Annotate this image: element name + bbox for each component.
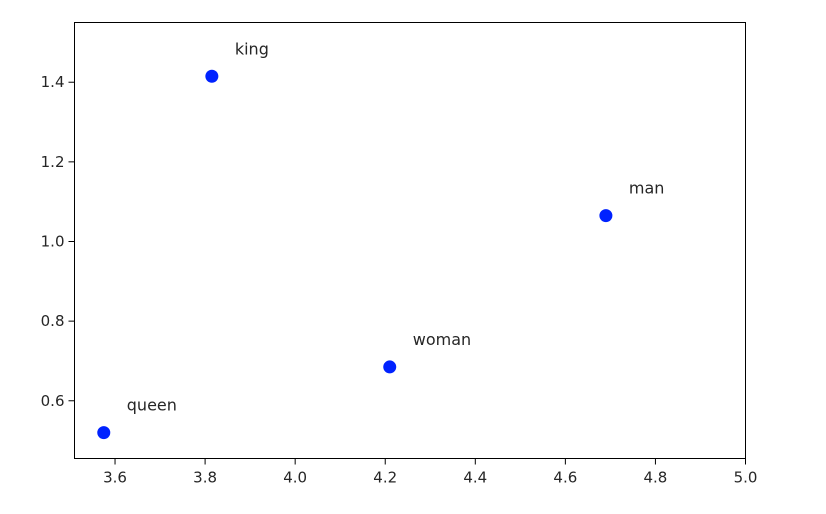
point-labels: king man woman queen bbox=[127, 39, 665, 414]
point-label-woman: woman bbox=[413, 330, 471, 349]
x-tick-label: 4.6 bbox=[553, 469, 577, 487]
data-point-king bbox=[205, 69, 219, 83]
data-points bbox=[97, 69, 613, 440]
x-tick-label: 5.0 bbox=[734, 469, 758, 487]
y-tick-label: 0.6 bbox=[41, 392, 65, 410]
data-point-man bbox=[599, 209, 613, 223]
plot-frame bbox=[74, 22, 746, 459]
x-tick-label: 4.2 bbox=[373, 469, 397, 487]
data-point-queen bbox=[97, 426, 111, 440]
x-tick-label: 3.8 bbox=[193, 469, 217, 487]
y-tick-label: 1.0 bbox=[41, 232, 65, 250]
point-label-king: king bbox=[235, 39, 269, 58]
data-point-woman bbox=[383, 360, 397, 374]
point-label-queen: queen bbox=[127, 396, 177, 415]
x-tick-label: 4.4 bbox=[463, 469, 487, 487]
plot-area bbox=[74, 22, 745, 458]
x-axis-ticks: 3.6 3.8 4.0 4.2 4.4 4.6 4.8 5.0 bbox=[103, 458, 758, 487]
y-tick-label: 1.2 bbox=[41, 153, 65, 171]
y-tick-label: 0.8 bbox=[41, 312, 65, 330]
y-tick-label: 1.4 bbox=[41, 73, 65, 91]
x-tick-label: 3.6 bbox=[103, 469, 127, 487]
point-label-man: man bbox=[629, 179, 665, 198]
x-tick-label: 4.0 bbox=[283, 469, 307, 487]
y-axis-ticks: 0.6 0.8 1.0 1.2 1.4 bbox=[41, 73, 75, 410]
x-tick-label: 4.8 bbox=[644, 469, 668, 487]
